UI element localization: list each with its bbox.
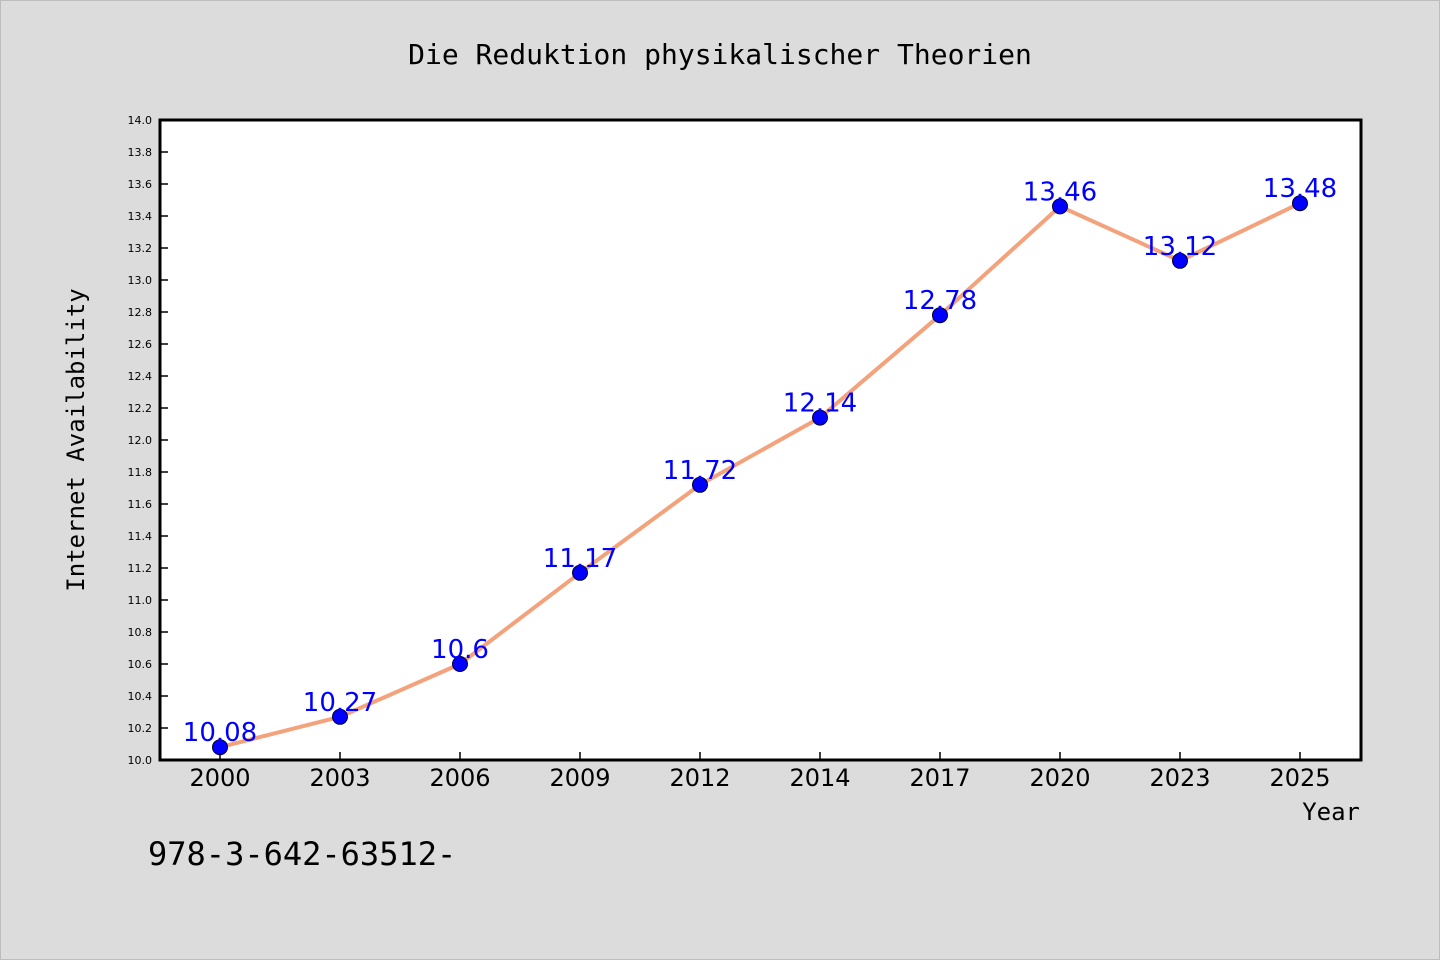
x-tick-label: 2012 [669, 764, 730, 792]
data-point [572, 564, 588, 581]
y-tick-label: 12.0 [128, 434, 153, 447]
y-tick-label: 10.2 [128, 722, 153, 735]
footer-text: 978-3-642-63512- [148, 835, 456, 873]
data-point [332, 708, 348, 725]
data-label: 13.48 [1263, 174, 1337, 204]
x-tick-label: 2025 [1269, 764, 1330, 792]
x-tick-label: 2006 [429, 764, 490, 792]
data-label: 10.27 [303, 688, 377, 718]
x-tick-label: 2009 [549, 764, 610, 792]
data-point [212, 739, 228, 756]
data-labels: 10.08 10.27 10.6 11.17 11.72 12.14 12.78 13.46 1… [183, 174, 1337, 748]
y-tick-label: 12.6 [128, 338, 153, 351]
data-point [452, 656, 468, 672]
y-tick-label: 11.6 [128, 498, 153, 511]
plot-area [158, 118, 1363, 762]
data-label: 12.78 [903, 286, 977, 316]
x-tick-label: 2014 [789, 764, 850, 792]
y-tick-label: 12.2 [128, 402, 153, 415]
data-label: 13.46 [1023, 177, 1097, 207]
x-tick-label: 2020 [1029, 764, 1090, 792]
y-tick-label: 11.8 [128, 466, 153, 479]
y-tick-label: 10.0 [128, 754, 153, 767]
y-axis-label: Internet Availability [62, 288, 90, 591]
x-tick-label: 2017 [909, 764, 970, 792]
data-label: 10.6 [431, 635, 489, 665]
y-tick-label: 10.4 [128, 690, 153, 703]
x-tick-label: 2003 [309, 764, 370, 792]
data-point [1052, 198, 1068, 215]
y-tick-label: 13.4 [128, 210, 153, 223]
x-tick-label: 2000 [189, 764, 250, 792]
y-tick-label: 10.6 [128, 658, 153, 671]
data-label: 12.14 [783, 389, 857, 419]
y-axis: 10.0 10.2 10.4 10.6 10.8 11.0 11.2 11.4 11.6 11.8… [128, 114, 168, 767]
data-point [1172, 252, 1188, 269]
y-tick-label: 13.6 [128, 178, 153, 191]
x-tick-label: 2023 [1149, 764, 1210, 792]
data-label: 13.12 [1143, 232, 1217, 262]
chart-title: Die Reduktion physikalischer Theorien [408, 38, 1032, 71]
data-point [932, 307, 948, 324]
data-label: 11.17 [543, 544, 617, 574]
y-tick-label: 10.8 [128, 626, 153, 639]
data-point [692, 476, 708, 493]
data-point [1292, 195, 1308, 212]
y-tick-label: 12.4 [128, 370, 153, 383]
y-tick-label: 13.2 [128, 242, 153, 255]
y-tick-label: 13.8 [128, 146, 153, 159]
y-tick-label: 12.8 [128, 306, 153, 319]
y-tick-label: 11.4 [128, 530, 153, 543]
data-label: 11.72 [663, 456, 737, 486]
y-tick-label: 13.0 [128, 274, 153, 287]
y-tick-label: 14.0 [128, 114, 153, 127]
series-line [218, 201, 1302, 750]
data-point [812, 409, 828, 426]
series-markers [212, 195, 1308, 756]
data-label: 10.08 [183, 718, 257, 748]
y-tick-label: 11.0 [128, 594, 153, 607]
y-tick-label: 11.2 [128, 562, 153, 575]
x-axis-label: Year [1302, 798, 1360, 826]
x-axis: 2000 2003 2006 2009 2012 2014 2017 2020 2023 2025 [189, 752, 1331, 792]
